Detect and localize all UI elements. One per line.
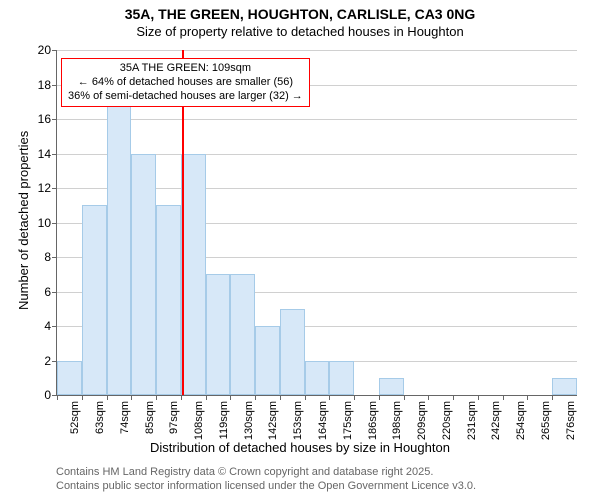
x-tick-mark	[57, 395, 58, 400]
copyright-line-1: Contains HM Land Registry data © Crown c…	[56, 466, 476, 480]
x-tick-mark	[527, 395, 528, 400]
x-tick-label: 175sqm	[342, 401, 354, 440]
x-tick-label: 254sqm	[515, 401, 527, 440]
y-tick-label: 8	[44, 250, 57, 264]
x-tick-label: 97sqm	[168, 401, 180, 434]
histogram-bar	[82, 205, 107, 395]
gridline	[57, 119, 577, 120]
x-tick-mark	[503, 395, 504, 400]
x-axis-label: Distribution of detached houses by size …	[0, 440, 600, 455]
x-tick-label: 153sqm	[292, 401, 304, 440]
y-tick-label: 14	[38, 147, 57, 161]
y-tick-label: 2	[44, 354, 57, 368]
x-tick-mark	[107, 395, 108, 400]
x-tick-mark	[181, 395, 182, 400]
histogram-bar	[379, 378, 404, 395]
x-tick-label: 265sqm	[540, 401, 552, 440]
x-tick-mark	[131, 395, 132, 400]
y-tick-label: 6	[44, 285, 57, 299]
x-tick-mark	[82, 395, 83, 400]
histogram-bar	[280, 309, 305, 395]
histogram-bar	[230, 274, 255, 395]
x-tick-mark	[305, 395, 306, 400]
x-tick-label: 198sqm	[391, 401, 403, 440]
x-tick-label: 276sqm	[565, 401, 577, 440]
x-tick-mark	[230, 395, 231, 400]
x-tick-mark	[379, 395, 380, 400]
y-axis-label: Number of detached properties	[16, 131, 31, 310]
x-tick-label: 74sqm	[119, 401, 131, 434]
x-tick-label: 164sqm	[317, 401, 329, 440]
histogram-bar	[552, 378, 577, 395]
chart-container: 35A, THE GREEN, HOUGHTON, CARLISLE, CA3 …	[0, 0, 600, 500]
gridline	[57, 50, 577, 51]
chart-subtitle: Size of property relative to detached ho…	[0, 24, 600, 39]
y-tick-label: 10	[38, 216, 57, 230]
histogram-bar	[131, 154, 156, 396]
x-tick-label: 85sqm	[144, 401, 156, 434]
chart-title-address: 35A, THE GREEN, HOUGHTON, CARLISLE, CA3 …	[0, 6, 600, 22]
x-tick-label: 231sqm	[466, 401, 478, 440]
x-tick-mark	[428, 395, 429, 400]
x-tick-label: 130sqm	[243, 401, 255, 440]
annotation-title: 35A THE GREEN: 109sqm	[68, 62, 303, 76]
histogram-bar	[107, 102, 132, 395]
y-tick-label: 12	[38, 181, 57, 195]
x-tick-label: 242sqm	[490, 401, 502, 440]
copyright-line-2: Contains public sector information licen…	[56, 480, 476, 494]
y-tick-label: 18	[38, 78, 57, 92]
annotation-larger: 36% of semi-detached houses are larger (…	[68, 90, 303, 104]
x-tick-mark	[280, 395, 281, 400]
x-tick-label: 220sqm	[441, 401, 453, 440]
x-tick-mark	[206, 395, 207, 400]
x-tick-label: 52sqm	[69, 401, 81, 434]
x-tick-label: 142sqm	[267, 401, 279, 440]
histogram-bar	[181, 154, 206, 396]
annotation-smaller: ← 64% of detached houses are smaller (56…	[68, 76, 303, 90]
x-tick-label: 209sqm	[416, 401, 428, 440]
x-tick-label: 119sqm	[218, 401, 230, 439]
histogram-bar	[206, 274, 231, 395]
x-tick-label: 186sqm	[367, 401, 379, 440]
histogram-bar	[57, 361, 82, 396]
x-tick-mark	[478, 395, 479, 400]
x-tick-label: 63sqm	[94, 401, 106, 434]
x-tick-mark	[552, 395, 553, 400]
y-tick-label: 20	[38, 43, 57, 57]
plot-area: 0246810121416182052sqm63sqm74sqm85sqm97s…	[56, 50, 577, 396]
annotation-box: 35A THE GREEN: 109sqm← 64% of detached h…	[61, 58, 310, 107]
x-tick-mark	[329, 395, 330, 400]
y-tick-label: 4	[44, 319, 57, 333]
x-tick-mark	[453, 395, 454, 400]
histogram-bar	[305, 361, 330, 396]
histogram-bar	[156, 205, 181, 395]
x-tick-mark	[255, 395, 256, 400]
x-tick-label: 108sqm	[193, 401, 205, 440]
histogram-bar	[329, 361, 354, 396]
x-tick-mark	[354, 395, 355, 400]
y-tick-label: 16	[38, 112, 57, 126]
x-tick-mark	[404, 395, 405, 400]
copyright-notice: Contains HM Land Registry data © Crown c…	[56, 466, 476, 494]
histogram-bar	[255, 326, 280, 395]
y-tick-label: 0	[44, 388, 57, 402]
x-tick-mark	[156, 395, 157, 400]
